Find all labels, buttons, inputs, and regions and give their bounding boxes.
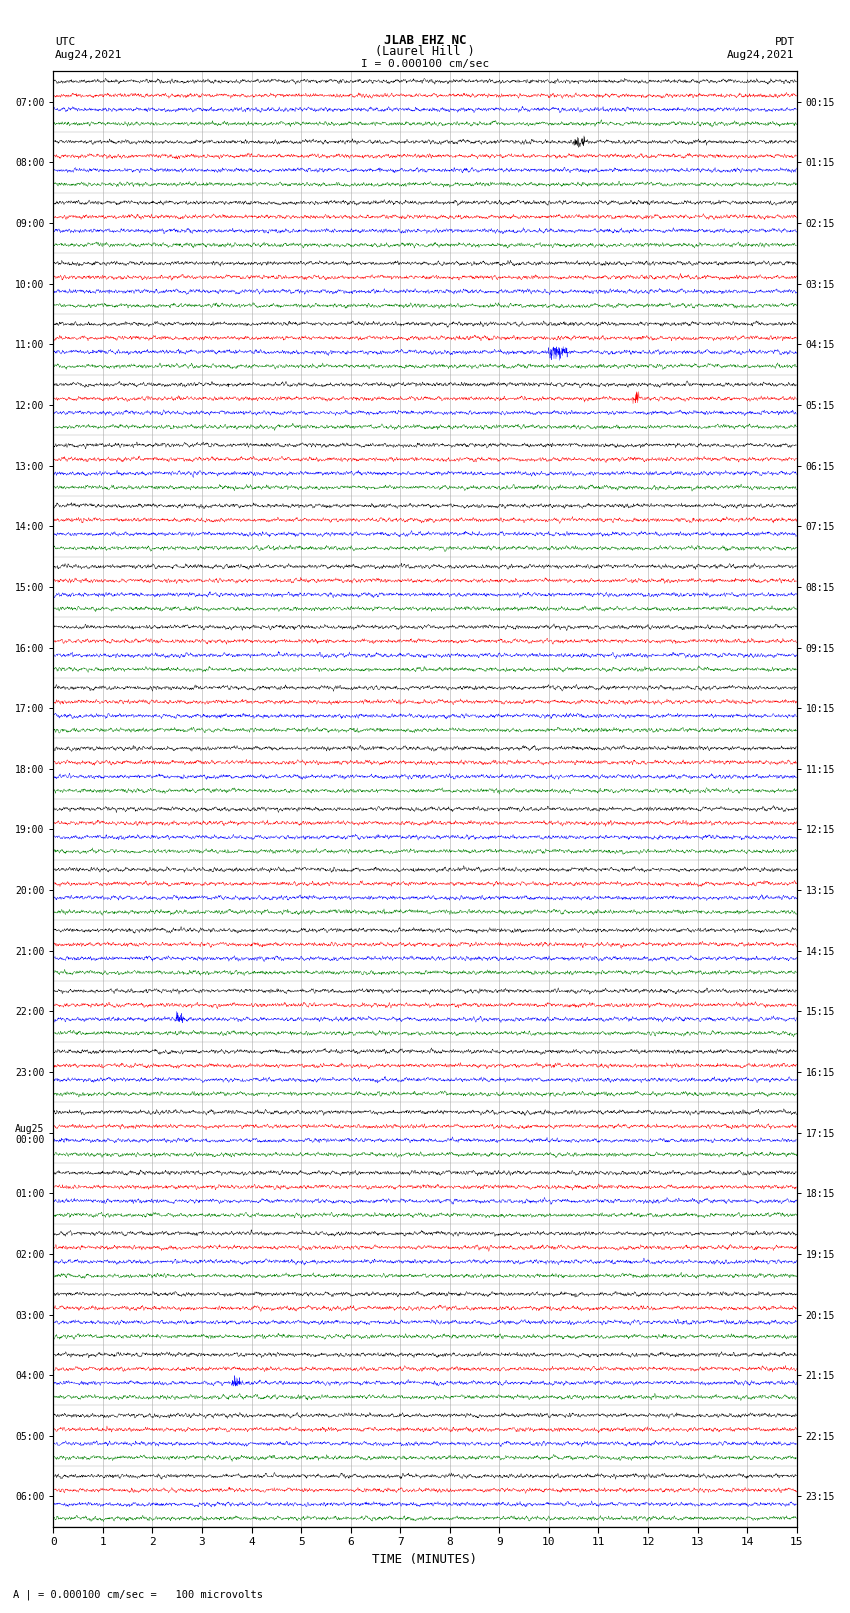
Text: I = 0.000100 cm/sec: I = 0.000100 cm/sec xyxy=(361,60,489,69)
X-axis label: TIME (MINUTES): TIME (MINUTES) xyxy=(372,1553,478,1566)
Text: UTC: UTC xyxy=(55,37,76,47)
Text: A | = 0.000100 cm/sec =   100 microvolts: A | = 0.000100 cm/sec = 100 microvolts xyxy=(13,1589,263,1600)
Text: PDT: PDT xyxy=(774,37,795,47)
Text: (Laurel Hill ): (Laurel Hill ) xyxy=(375,45,475,58)
Text: JLAB EHZ NC: JLAB EHZ NC xyxy=(383,34,467,47)
Text: Aug24,2021: Aug24,2021 xyxy=(728,50,795,60)
Text: Aug24,2021: Aug24,2021 xyxy=(55,50,122,60)
